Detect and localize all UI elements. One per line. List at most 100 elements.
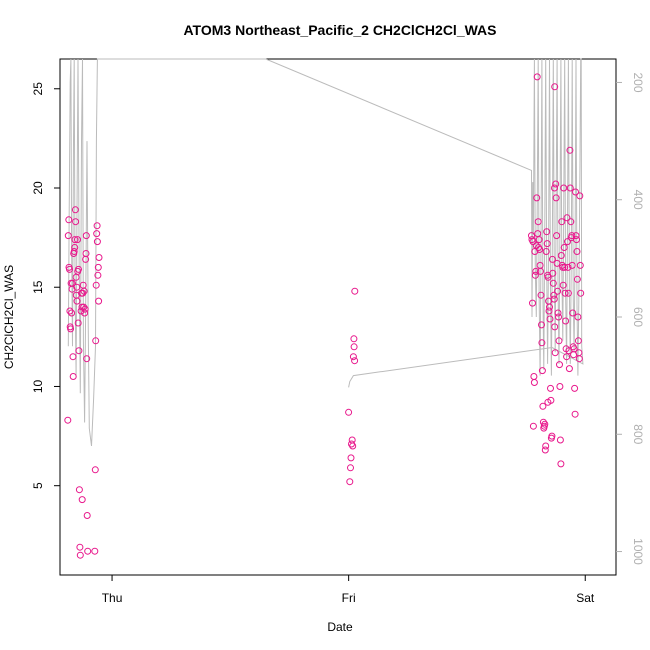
data-point: [573, 275, 581, 283]
data-point: [564, 238, 571, 246]
data-point: [576, 261, 584, 269]
data-point: [564, 289, 572, 297]
data-point: [349, 353, 357, 361]
data-point: [91, 466, 99, 474]
data-point: [561, 289, 569, 297]
data-point: [539, 418, 547, 426]
data-point: [567, 218, 575, 226]
data-point: [569, 309, 577, 317]
data-point: [83, 355, 91, 363]
data-point: [70, 248, 78, 255]
data-point: [80, 287, 88, 295]
data-point: [554, 287, 562, 295]
data-point: [536, 261, 544, 269]
data-point: [73, 283, 81, 291]
y-tick-label: 10: [31, 380, 45, 394]
data-point: [351, 357, 359, 365]
x-axis: Thu Fri Sat: [102, 575, 595, 605]
data-point: [534, 218, 542, 226]
data-point: [75, 347, 83, 355]
data-point: [81, 309, 89, 317]
data-point: [66, 307, 74, 315]
data-point: [75, 486, 83, 494]
data-point: [542, 248, 550, 255]
data-point: [559, 281, 567, 289]
data-point: [572, 232, 580, 240]
data-point: [72, 273, 80, 281]
data-point: [561, 263, 569, 271]
data-point: [93, 230, 101, 238]
y-axis-label: CH2ClCH2Cl_WAS: [2, 265, 16, 369]
data-point: [556, 436, 564, 444]
data-point: [576, 192, 584, 200]
data-point: [549, 279, 557, 287]
data-point: [563, 214, 571, 222]
data-point: [547, 384, 554, 392]
data-point: [92, 281, 100, 289]
data-point: [71, 206, 79, 214]
data-point: [571, 410, 579, 418]
data-point: [536, 246, 544, 253]
data-point: [95, 297, 103, 305]
data-point: [531, 271, 539, 279]
data-point: [556, 361, 563, 369]
data-point: [548, 432, 556, 440]
data-point: [83, 512, 91, 519]
data-point: [562, 317, 570, 325]
data-point: [556, 383, 564, 390]
y2-axis: 200 400 600 800 1000: [616, 72, 645, 565]
data-point: [545, 307, 553, 315]
data-point: [92, 337, 100, 345]
data-point: [568, 232, 576, 240]
data-point: [533, 194, 541, 202]
data-point: [64, 232, 72, 240]
data-point: [571, 384, 579, 392]
plot-frame: [59, 58, 617, 576]
data-point: [533, 73, 541, 81]
data-point: [76, 543, 84, 551]
data-point: [577, 289, 585, 297]
data-point: [565, 365, 573, 373]
data-point: [93, 238, 101, 246]
data-point: [538, 321, 545, 329]
data-point: [557, 460, 565, 468]
data-point: [557, 252, 565, 259]
data-point: [553, 232, 561, 240]
y-tick-label: 5: [31, 482, 45, 489]
data-point: [542, 442, 550, 450]
data-point: [69, 373, 77, 380]
data-point: [66, 265, 73, 273]
data-point: [550, 291, 558, 299]
data-point: [560, 244, 568, 251]
data-point: [566, 184, 574, 192]
data-point: [95, 254, 103, 261]
data-point: [69, 353, 77, 361]
data-point: [81, 305, 89, 313]
data-point: [537, 291, 545, 299]
data-point: [74, 319, 82, 327]
data-point: [72, 218, 80, 226]
data-point: [94, 263, 102, 271]
data-point: [572, 188, 579, 196]
data-point: [552, 180, 560, 188]
data-point: [91, 547, 99, 555]
data-point: [559, 263, 567, 271]
data-point: [69, 279, 76, 287]
data-point: [551, 83, 559, 91]
data-point: [544, 273, 552, 281]
data-point: [84, 547, 92, 555]
data-point: [555, 313, 562, 321]
y2-tick-label: 600: [631, 307, 645, 327]
data-point: [551, 184, 558, 192]
data-point: [79, 289, 87, 297]
data-point: [347, 464, 354, 472]
data-point: [560, 184, 568, 192]
data-point: [541, 420, 549, 428]
series-line: [67, 58, 584, 447]
data-point: [529, 299, 536, 307]
data-point: [551, 349, 559, 357]
data-point: [82, 232, 90, 240]
data-point: [566, 146, 574, 154]
data-point: [574, 313, 582, 321]
